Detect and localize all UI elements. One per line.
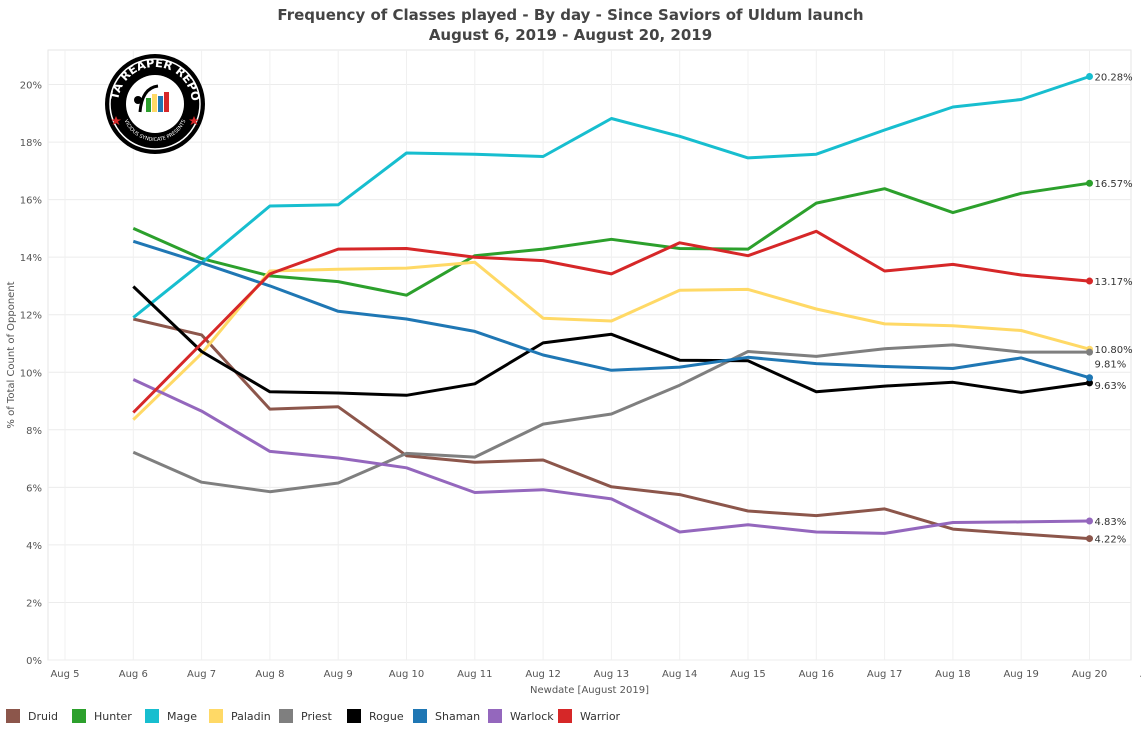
series-line-rogue[interactable] xyxy=(132,285,1090,397)
legend-item-warrior[interactable]: Warrior xyxy=(558,709,628,723)
y-tick-label: 20% xyxy=(20,81,42,92)
x-tick-label: Aug 13 xyxy=(594,669,629,680)
legend-swatch xyxy=(347,709,361,723)
end-label-druid: 4.22% xyxy=(1095,535,1127,546)
legend-swatch xyxy=(72,709,86,723)
legend-swatch xyxy=(488,709,502,723)
legend-item-mage[interactable]: Mage xyxy=(145,709,209,723)
y-tick-label: 2% xyxy=(26,598,42,609)
legend-item-rogue[interactable]: Rogue xyxy=(347,709,413,723)
x-tick-label: Aug 7 xyxy=(187,669,216,680)
y-tick-label: 10% xyxy=(20,368,42,379)
y-tick-label: 12% xyxy=(20,311,42,322)
legend-label: Hunter xyxy=(94,709,132,723)
series-line-warlock[interactable] xyxy=(132,378,1090,535)
legend: Druid Hunter Mage Paladin Priest Rogue Shaman W… xyxy=(6,709,628,723)
legend-label: Priest xyxy=(301,709,332,723)
series-line-paladin[interactable] xyxy=(132,260,1090,421)
y-axis-label: % of Total Count of Opponent xyxy=(6,281,17,428)
legend-label: Paladin xyxy=(231,709,271,723)
legend-label: Warlock xyxy=(510,709,554,723)
series-line-warrior[interactable] xyxy=(132,229,1090,414)
x-tick-label: Aug 14 xyxy=(662,669,697,680)
y-tick-label: 16% xyxy=(20,196,42,207)
legend-swatch xyxy=(279,709,293,723)
legend-label: Mage xyxy=(167,709,197,723)
end-label-mage: 20.28% xyxy=(1095,72,1133,83)
x-tick-label: Aug 5 xyxy=(50,669,79,680)
series-line-hunter[interactable] xyxy=(132,181,1090,297)
series-end-point-priest[interactable] xyxy=(1086,348,1093,356)
series-line-mage[interactable] xyxy=(132,75,1090,319)
y-tick-label: 4% xyxy=(26,541,42,552)
legend-item-priest[interactable]: Priest xyxy=(279,709,347,723)
y-tick-label: 0% xyxy=(26,656,42,667)
legend-label: Rogue xyxy=(369,709,404,723)
legend-swatch xyxy=(209,709,223,723)
series-end-point-rogue[interactable] xyxy=(1086,379,1093,387)
series-end-point-hunter[interactable] xyxy=(1086,179,1093,187)
series-line-priest[interactable] xyxy=(132,343,1090,494)
legend-item-shaman[interactable]: Shaman xyxy=(413,709,488,723)
legend-item-druid[interactable]: Druid xyxy=(6,709,72,723)
legend-swatch xyxy=(558,709,572,723)
y-tick-label: 14% xyxy=(20,253,42,264)
x-tick-label: Aug 8 xyxy=(255,669,284,680)
axes: 0% 2% 4% 6% 8% 10% 12% 14% 16% 18% 20% Aug 5 Aug 6 Au… xyxy=(6,81,1141,696)
end-label-shaman: 9.81% xyxy=(1095,360,1127,371)
legend-swatch xyxy=(145,709,159,723)
x-tick-label: Aug 6 xyxy=(119,669,148,680)
x-tick-label: Aug 11 xyxy=(457,669,492,680)
end-label-hunter: 16.57% xyxy=(1095,179,1133,190)
x-tick-label: Aug 15 xyxy=(730,669,765,680)
y-tick-label: 18% xyxy=(20,138,42,149)
legend-label: Warrior xyxy=(580,709,621,723)
legend-item-warlock[interactable]: Warlock xyxy=(488,709,558,723)
x-tick-label: Aug 9 xyxy=(324,669,353,680)
chart-subtitle: August 6, 2019 - August 20, 2019 xyxy=(428,26,713,44)
end-label-rogue: 9.63% xyxy=(1095,381,1127,392)
end-labels: 4.22% 16.57% 20.28% 10.80% 9.63% 9.81% 4.83% 13… xyxy=(1095,72,1133,545)
legend-item-hunter[interactable]: Hunter xyxy=(72,709,145,723)
x-tick-label: Aug 16 xyxy=(799,669,834,680)
data-reaper-logo: DATA REAPER REPORT VICIOUS SYNDICATE PRE… xyxy=(0,0,205,154)
series-line-druid[interactable] xyxy=(132,317,1090,541)
series-end-point-druid[interactable] xyxy=(1086,535,1093,543)
x-axis-label: Newdate [August 2019] xyxy=(530,685,649,696)
x-tick-label: Aug 10 xyxy=(389,669,424,680)
x-tick-label: Aug 12 xyxy=(525,669,560,680)
x-tick-label: Aug 17 xyxy=(867,669,902,680)
chart-title: Frequency of Classes played - By day - S… xyxy=(277,6,864,24)
end-label-warrior: 13.17% xyxy=(1095,277,1133,288)
x-tick-label: Aug 18 xyxy=(935,669,970,680)
series-end-point-warrior[interactable] xyxy=(1086,277,1093,285)
x-tick-label: Aug 20 xyxy=(1072,669,1107,680)
x-tick-label: Aug 19 xyxy=(1003,669,1038,680)
y-tick-label: 8% xyxy=(26,426,42,437)
legend-swatch xyxy=(6,709,20,723)
series-end-point-warlock[interactable] xyxy=(1086,517,1093,525)
legend-label: Druid xyxy=(28,709,59,723)
legend-item-paladin[interactable]: Paladin xyxy=(209,709,279,723)
series-lines xyxy=(132,72,1093,543)
legend-label: Shaman xyxy=(435,709,481,723)
series-end-point-shaman[interactable] xyxy=(1086,374,1093,382)
series-end-point-mage[interactable] xyxy=(1086,72,1093,80)
end-label-paladin: 10.80% xyxy=(1095,345,1133,356)
y-tick-label: 6% xyxy=(26,483,42,494)
grid xyxy=(47,49,1132,661)
end-label-warlock: 4.83% xyxy=(1095,517,1127,528)
series-line-shaman[interactable] xyxy=(132,239,1090,380)
legend-swatch xyxy=(413,709,427,723)
